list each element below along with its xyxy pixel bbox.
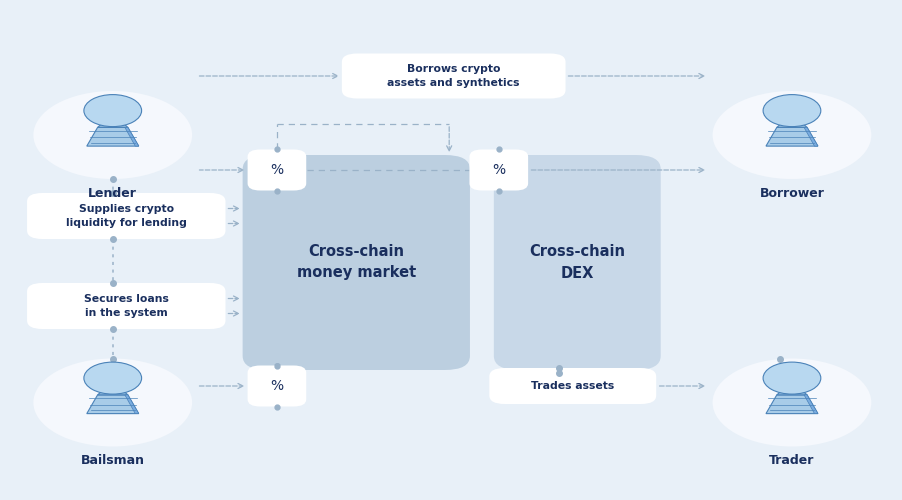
FancyBboxPatch shape xyxy=(243,155,470,370)
Polygon shape xyxy=(124,128,139,146)
Polygon shape xyxy=(766,128,818,146)
Text: Borrower: Borrower xyxy=(759,187,824,200)
Text: Trades assets: Trades assets xyxy=(531,381,614,391)
FancyBboxPatch shape xyxy=(27,283,226,329)
Text: Secures loans
in the system: Secures loans in the system xyxy=(84,294,169,318)
Text: %: % xyxy=(271,163,283,177)
FancyBboxPatch shape xyxy=(489,368,657,404)
Polygon shape xyxy=(777,121,807,128)
FancyBboxPatch shape xyxy=(494,155,660,370)
FancyBboxPatch shape xyxy=(247,150,306,190)
Polygon shape xyxy=(87,395,139,413)
FancyBboxPatch shape xyxy=(342,54,566,98)
Text: Lender: Lender xyxy=(88,187,137,200)
Text: %: % xyxy=(492,163,505,177)
Circle shape xyxy=(84,362,142,394)
Circle shape xyxy=(713,358,871,446)
Circle shape xyxy=(33,91,192,179)
Text: Supplies crypto
liquidity for lending: Supplies crypto liquidity for lending xyxy=(66,204,187,228)
Polygon shape xyxy=(777,388,807,395)
Text: %: % xyxy=(271,379,283,393)
Circle shape xyxy=(763,362,821,394)
Text: Cross-chain
DEX: Cross-chain DEX xyxy=(529,244,625,280)
Polygon shape xyxy=(124,395,139,413)
Circle shape xyxy=(713,91,871,179)
Polygon shape xyxy=(804,395,818,413)
Text: Trader: Trader xyxy=(769,454,815,468)
FancyBboxPatch shape xyxy=(27,193,226,239)
Circle shape xyxy=(33,358,192,446)
FancyBboxPatch shape xyxy=(470,150,529,190)
Polygon shape xyxy=(766,395,818,413)
Polygon shape xyxy=(87,128,139,146)
Polygon shape xyxy=(804,128,818,146)
Polygon shape xyxy=(97,388,128,395)
Polygon shape xyxy=(97,121,128,128)
Text: Cross-chain
money market: Cross-chain money market xyxy=(297,244,416,280)
Text: Bailsman: Bailsman xyxy=(81,454,144,468)
Circle shape xyxy=(84,94,142,126)
Circle shape xyxy=(763,94,821,126)
FancyBboxPatch shape xyxy=(247,366,306,406)
Text: Borrows crypto
assets and synthetics: Borrows crypto assets and synthetics xyxy=(388,64,520,88)
